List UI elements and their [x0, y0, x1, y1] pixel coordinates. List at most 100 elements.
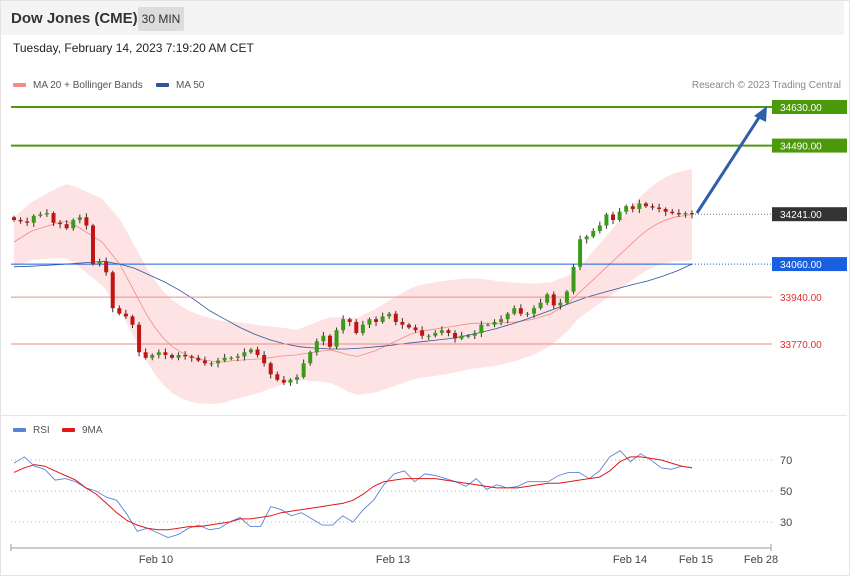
- candle-body: [222, 357, 227, 361]
- candle-body: [657, 207, 662, 209]
- candle-body: [268, 363, 273, 375]
- candle-body: [209, 363, 214, 365]
- candle-body: [420, 330, 425, 336]
- rsi-line: [13, 450, 693, 538]
- ma20-line: [13, 214, 693, 363]
- candle-body: [58, 222, 63, 225]
- candle-body: [38, 214, 43, 216]
- candle-body: [564, 291, 569, 303]
- candle-body: [12, 217, 16, 220]
- candle-body: [189, 356, 194, 358]
- candle-body: [321, 335, 326, 342]
- candle-body: [400, 321, 405, 325]
- candle-body: [578, 239, 583, 267]
- timeframe-button[interactable]: 30 MIN: [138, 7, 184, 31]
- candle-body: [459, 335, 464, 339]
- time-axis-label: Feb 15: [679, 554, 713, 566]
- candle-body: [64, 224, 69, 229]
- instrument-title: Dow Jones (CME): [11, 10, 138, 27]
- candle-body: [545, 294, 550, 303]
- candle-body: [137, 324, 142, 353]
- candle-body: [413, 327, 418, 331]
- time-axis-label: Feb 14: [613, 554, 647, 566]
- candle-body: [51, 213, 56, 223]
- ma50-line: [13, 260, 693, 350]
- price-tag: [772, 138, 847, 153]
- candle-body: [150, 355, 155, 358]
- candle-body: [176, 355, 181, 358]
- time-axis-label: Feb 13: [376, 554, 410, 566]
- candle-body: [492, 321, 497, 325]
- price-level-label: 33940.00: [780, 293, 822, 304]
- legend-rsi-ma9: 9MA: [62, 425, 103, 436]
- candle-body: [558, 302, 563, 306]
- chart-date: Tuesday, February 14, 2023 7:19:20 AM CE…: [13, 41, 254, 55]
- candle-body: [229, 357, 234, 359]
- candle-body: [637, 203, 642, 209]
- candle-body: [597, 225, 602, 232]
- candle-body: [472, 332, 477, 336]
- candle-body: [275, 374, 280, 380]
- candle-body: [617, 211, 622, 220]
- candle-body: [683, 213, 688, 215]
- candle-body: [196, 357, 201, 361]
- candle-body: [525, 313, 530, 315]
- candle-body: [130, 316, 135, 325]
- time-axis-label: Feb 28: [744, 554, 778, 566]
- legend-swatch-icon: [13, 83, 26, 88]
- candle-body: [387, 313, 392, 317]
- candle-body: [439, 330, 444, 333]
- price-tag: [772, 257, 847, 272]
- candle-body: [235, 356, 240, 358]
- candle-body: [354, 321, 359, 333]
- candle-body: [551, 294, 556, 306]
- candle-body: [499, 319, 504, 322]
- forecast-arrowhead-icon: [754, 106, 767, 122]
- candle-body: [650, 206, 655, 208]
- rsi-ma9-line: [13, 456, 693, 531]
- legend-rsi: RSI: [13, 425, 50, 436]
- time-axis-label: Feb 10: [139, 554, 173, 566]
- candle-body: [123, 313, 128, 317]
- candle-body: [117, 308, 122, 314]
- candle-body: [532, 308, 537, 314]
- candle-body: [690, 213, 694, 215]
- candle-body: [479, 324, 484, 333]
- candle-body: [262, 355, 267, 364]
- candle-body: [77, 217, 82, 220]
- candle-body: [630, 206, 635, 209]
- candle-body: [314, 341, 319, 353]
- chart-header-bar: Dow Jones (CME) 30 MIN: [1, 1, 844, 35]
- candle-body: [466, 335, 471, 337]
- candle-body: [512, 308, 517, 314]
- candle-body: [670, 211, 675, 214]
- candle-body: [591, 231, 596, 237]
- candle-body: [393, 313, 398, 322]
- candle-body: [485, 324, 490, 326]
- candle-body: [156, 352, 161, 356]
- candle-body: [604, 214, 609, 226]
- panel-separator: [1, 415, 847, 416]
- candle-body: [584, 236, 589, 240]
- candle-body: [624, 206, 629, 212]
- candle-body: [446, 330, 451, 333]
- candle-body: [341, 319, 346, 331]
- rsi-level-label: 50: [780, 486, 792, 498]
- candle-body: [216, 360, 221, 364]
- candle-body: [571, 266, 576, 292]
- forecast-arrow: [695, 115, 762, 214]
- price-level-label: 34241.00: [780, 210, 822, 221]
- candle-body: [71, 219, 76, 229]
- candle-body: [663, 208, 668, 212]
- candle-body: [288, 379, 293, 383]
- candle-body: [308, 352, 313, 364]
- candle-body: [84, 217, 89, 226]
- price-level-label: 34490.00: [780, 142, 822, 153]
- candle-body: [327, 335, 332, 347]
- research-credit: Research © 2023 Trading Central: [691, 80, 841, 91]
- candle-body: [611, 214, 616, 220]
- candle-body: [360, 324, 365, 333]
- candle-body: [367, 319, 372, 325]
- rsi-level-label: 70: [780, 455, 792, 467]
